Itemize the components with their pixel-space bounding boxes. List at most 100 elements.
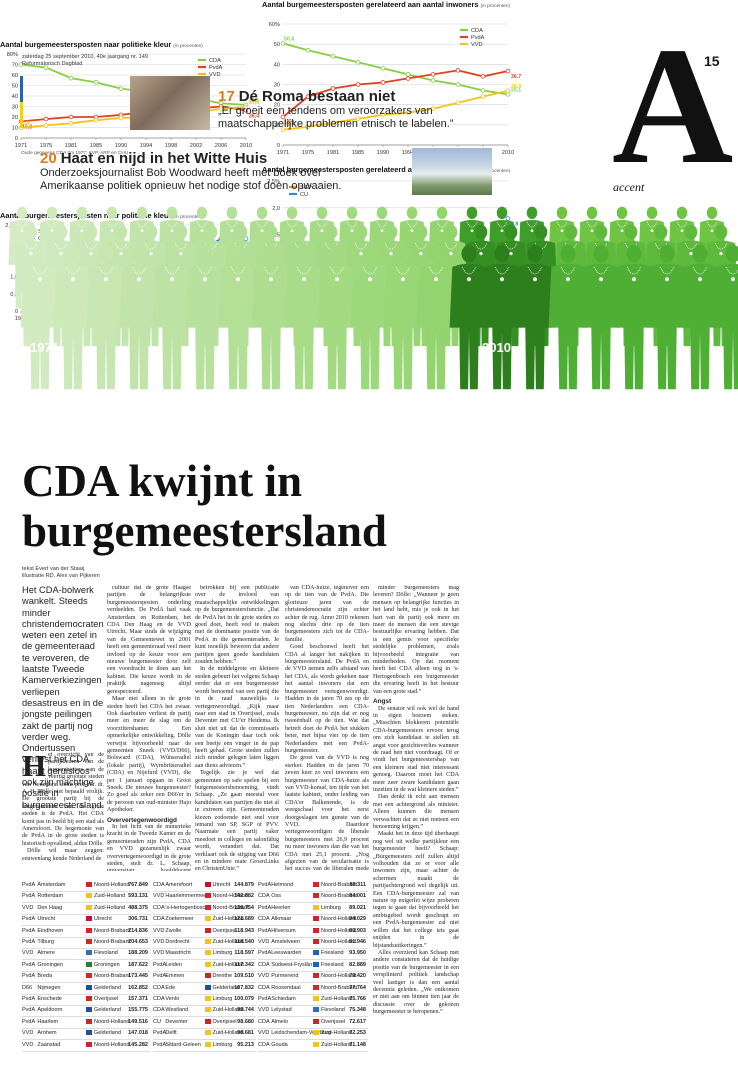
inhabitants: 593.131 [128,893,148,900]
table-row: VVD Lelystad Flevoland 75.348 [258,1005,368,1018]
province-flag [313,984,319,990]
figure-part [654,224,668,240]
series-line [282,42,509,96]
party: VVD [258,1007,270,1014]
value-label: 36,7 [511,74,521,80]
province-flag [313,950,319,956]
figure [251,244,291,390]
province: Limburg [212,996,233,1002]
photo [412,148,492,195]
figure-part [646,206,658,220]
figure-part [20,229,24,233]
data-point [68,114,74,120]
figure-part [98,266,114,275]
x-tick-label: 1990 [115,143,127,149]
figure-part [179,251,183,256]
province-flag [86,1018,92,1024]
value-label: 26,4 [249,113,259,119]
figure-part [725,266,738,275]
chart-subtitle: (in procenten) [480,3,510,9]
inhabitants: 147.018 [128,1030,148,1037]
table-row: PvdA Leiden Zuid-Holland 117.342 [153,960,256,972]
figure-part [566,277,570,282]
province-flag [86,950,92,956]
figure-part [144,224,158,240]
province-flag [313,996,319,1001]
table-row: CDA's-Hertogenbosch Noord-Brabant 139.754 [153,903,256,915]
y-tick-label: 50 [12,84,18,90]
figure-part [354,243,368,250]
table-row: PvdA Haarlem Noord-Holland 149.516 [22,1017,150,1029]
table-block: CDA Amersfoort Utrecht 144.879 VVD Haarlemmer… [153,880,256,1052]
figure-part [593,244,609,263]
province: Noord-Brabant [94,927,131,934]
data-point [430,78,436,83]
figure-part [527,266,543,275]
figure-part [527,244,543,263]
province: Zuid-Holland [212,1007,244,1014]
municipality: Groningen [37,961,64,968]
y-tick-label: 60% [269,22,280,28]
y-tick-label: 0 [15,136,18,142]
party: D66 [22,984,33,991]
legend-label: PvdA [471,35,485,41]
inhabitants: 94.029 [349,916,366,923]
figure-part [692,244,708,263]
data-point [305,94,311,99]
figure-part [316,206,328,220]
figure-part [197,266,213,275]
data-point [430,72,436,77]
table-row: CU Deventer Overijssel 98.680 [153,1017,256,1029]
figure [53,244,93,390]
x-tick-label: 1981 [65,143,77,149]
data-point [405,110,411,116]
party: CDA [153,984,165,991]
figure-part [290,229,294,233]
figure-part [714,243,728,250]
x-tick-label: 2006 [215,143,227,149]
table-row: VVD Leidschendam-Voorburg Zuid-Holland 72.2… [258,1028,368,1041]
province: Zuid-Holland [94,893,126,900]
figure-part [131,266,147,275]
inhabitants: 306.731 [128,916,148,923]
inhabitants: 107.832 [234,984,254,991]
paragraph: Goed beschouwd heeft het CDA al langer h… [285,644,369,754]
figure-part [359,251,363,256]
y-tick-label: 30 [274,83,280,89]
figure-part [515,263,555,390]
chart-subtitle: (in procenten) [173,214,203,220]
teaser-heading: Dé Roma bestaan niet [238,88,396,105]
year-label: 2010 [482,340,511,355]
paragraph: Maar niet alleen in de grote steden heef… [107,696,191,814]
data-point [455,100,461,105]
data-point [380,66,386,71]
legend-label: CU [300,192,308,198]
figure-part [320,229,324,233]
party: VVD [153,950,165,957]
municipality: Amstelveen [271,939,300,945]
figure-part [526,206,538,220]
province-flag [86,1041,92,1047]
province: Noord-Brabant [94,939,131,945]
y-tick-label: 0 [277,143,280,149]
figure-part [98,244,114,263]
data-point [68,75,74,81]
province: Flevoland [321,1007,345,1014]
figure-part [564,224,578,240]
inhabitants: 96.681 [237,1030,254,1037]
province-flag [204,882,211,887]
figure-part [449,263,489,390]
table-row: PvdA Sittard-Geleen Limburg 95.213 [153,1040,256,1052]
inhabitants: 72.253 [349,1030,366,1037]
figure-part [106,206,118,220]
data-point [18,62,24,67]
page-number: 15 [704,53,720,69]
province-flag [313,1018,319,1024]
figure-part [474,243,488,250]
figure-part [659,244,675,263]
legend-label: VVD [209,72,221,78]
figure-part [136,206,148,220]
figure-part [395,244,411,263]
figure-part [714,224,728,240]
